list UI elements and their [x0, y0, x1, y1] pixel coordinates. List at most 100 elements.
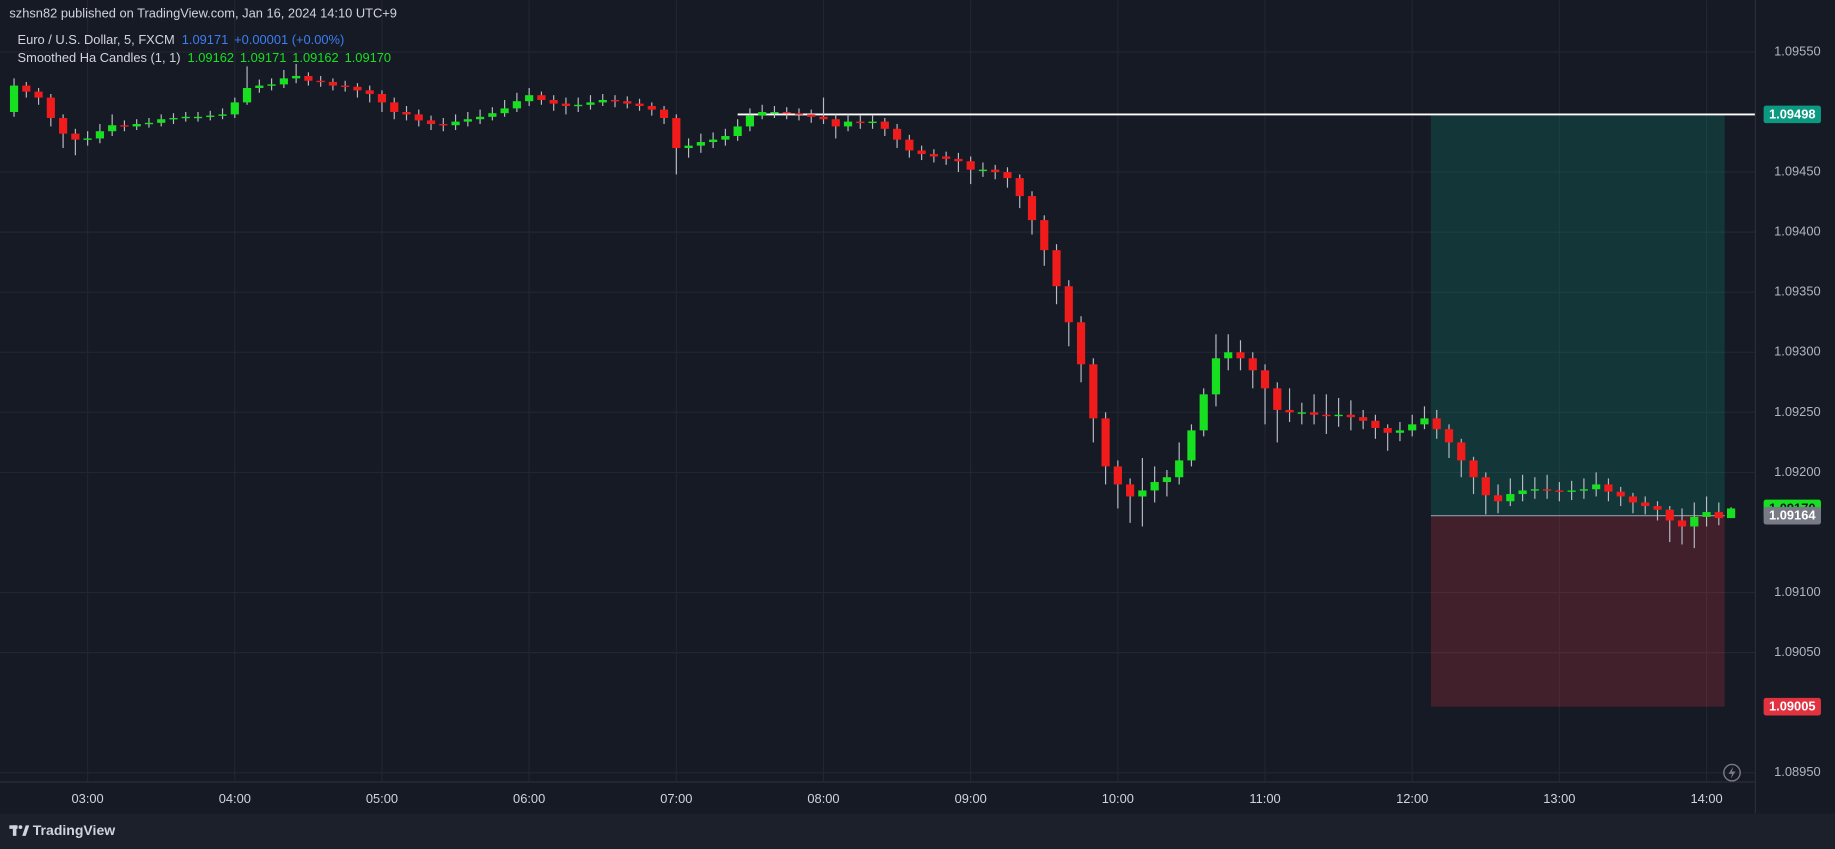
- x-tick-label: 03:00: [72, 791, 104, 806]
- symbol: Euro / U.S. Dollar, 5, FXCM: [18, 33, 175, 48]
- candle-body: [377, 93, 387, 103]
- candle-body: [120, 125, 129, 127]
- footer: [0, 813, 1835, 849]
- y-tick-label: 1.09250: [1774, 404, 1820, 419]
- candle-body: [83, 138, 92, 140]
- loss-zone: [1430, 515, 1725, 707]
- candle-body: [1665, 509, 1674, 521]
- candle-body: [46, 97, 55, 119]
- x-tick-label: 11:00: [1249, 791, 1280, 806]
- candle-body: [635, 103, 644, 106]
- candle-body: [1309, 412, 1319, 415]
- candle-body: [181, 116, 190, 119]
- candle-body: [1359, 417, 1368, 421]
- y-tick-label: 1.09550: [1774, 43, 1820, 58]
- candle-body: [1579, 489, 1589, 491]
- candle-body: [463, 119, 472, 122]
- candle-body: [475, 116, 485, 120]
- candle-body: [488, 113, 497, 117]
- candle-body: [598, 99, 607, 103]
- y-tick-label: 1.09200: [1774, 464, 1820, 479]
- candle-body: [34, 91, 43, 98]
- candle-body: [1653, 506, 1662, 510]
- candle-body: [586, 102, 595, 105]
- position: [737, 113, 1756, 707]
- x-tick-label: 07:00: [660, 791, 692, 806]
- candle-body: [794, 113, 804, 115]
- x-tick-label: 14:00: [1690, 791, 1722, 806]
- candle-body: [1211, 358, 1221, 395]
- candle-body: [1592, 484, 1601, 490]
- candle-body: [1530, 489, 1539, 491]
- candle-body: [856, 121, 865, 124]
- y-tick-label: 1.09400: [1774, 224, 1820, 239]
- candle-body: [1518, 490, 1527, 495]
- x-tick-label: 08:00: [807, 791, 839, 806]
- indicator-value: 1.09171: [240, 50, 286, 65]
- candle-body: [1260, 370, 1270, 389]
- profit-zone: [1430, 114, 1725, 516]
- candle-body: [1555, 490, 1564, 492]
- candle-body: [1444, 429, 1454, 443]
- candle-body: [1457, 442, 1466, 461]
- icon-circle[interactable]: [1723, 763, 1741, 782]
- candle-body: [1420, 418, 1429, 425]
- candle-body: [500, 108, 509, 114]
- candle-body: [206, 115, 215, 118]
- candle-body: [169, 118, 178, 120]
- candle-body: [1506, 494, 1515, 502]
- x-tick-label: 10:00: [1102, 791, 1134, 806]
- candle-body: [255, 85, 264, 88]
- candle-body: [868, 121, 877, 124]
- legend-symbol: Euro / U.S. Dollar, 5, FXCM 1.09171 +0.000…: [18, 33, 345, 48]
- candle-body: [390, 102, 399, 113]
- candle-body: [316, 80, 325, 83]
- x-tick-label: 05:00: [366, 791, 398, 806]
- indicator-name: Smoothed Ha Candles (1, 1): [18, 50, 181, 65]
- legend-indicator: Smoothed Ha Candles (1, 1) 1.09162 1.09171…: [18, 50, 391, 65]
- indicator-value: 1.09162: [188, 50, 234, 65]
- candle-body: [1040, 220, 1049, 251]
- candle-body: [917, 150, 926, 155]
- candle-body: [1248, 358, 1257, 371]
- candle-body: [292, 75, 301, 79]
- x-tick-label: 09:00: [955, 791, 987, 806]
- axes: 1.09550 1.09450 1.09400 1.09350 1.09300 1.092…: [72, 43, 1821, 806]
- candle-body: [1089, 364, 1098, 419]
- icon-bolt[interactable]: [1728, 766, 1736, 779]
- candle-body: [353, 86, 362, 91]
- candle-body: [1543, 489, 1552, 491]
- candle-body: [1567, 490, 1576, 492]
- y-tick-label: 1.09100: [1774, 584, 1820, 599]
- candle-body: [672, 118, 681, 149]
- candle-body: [59, 118, 68, 134]
- candle-body: [1015, 178, 1024, 197]
- candle-body: [9, 85, 19, 113]
- brand-logo: [9, 825, 30, 836]
- candle-body: [1162, 477, 1172, 483]
- candle-body: [978, 169, 988, 172]
- candle-body: [1702, 512, 1711, 517]
- candle-body: [242, 87, 252, 103]
- candle-body: [1493, 495, 1503, 502]
- y-tick-label: 1.09450: [1774, 163, 1820, 178]
- candles: [9, 63, 1736, 549]
- candle-body: [1027, 196, 1037, 221]
- replay-icon[interactable]: [1723, 763, 1741, 782]
- price-label-bg: [1763, 506, 1821, 525]
- candle-body: [696, 142, 705, 146]
- candle-body: [1714, 512, 1723, 519]
- candle-body: [1371, 420, 1380, 428]
- candle-body: [1383, 427, 1392, 433]
- candle-body: [770, 112, 779, 114]
- price-label: 1.09005: [1769, 699, 1815, 714]
- candle-body: [880, 121, 889, 129]
- logo-part: [12, 825, 17, 836]
- candle-body: [782, 112, 791, 114]
- x-tick-label: 06:00: [513, 791, 545, 806]
- candle-body: [1690, 516, 1699, 527]
- candle-body: [1101, 418, 1110, 467]
- candle-body: [451, 121, 460, 126]
- candle-body: [218, 114, 227, 116]
